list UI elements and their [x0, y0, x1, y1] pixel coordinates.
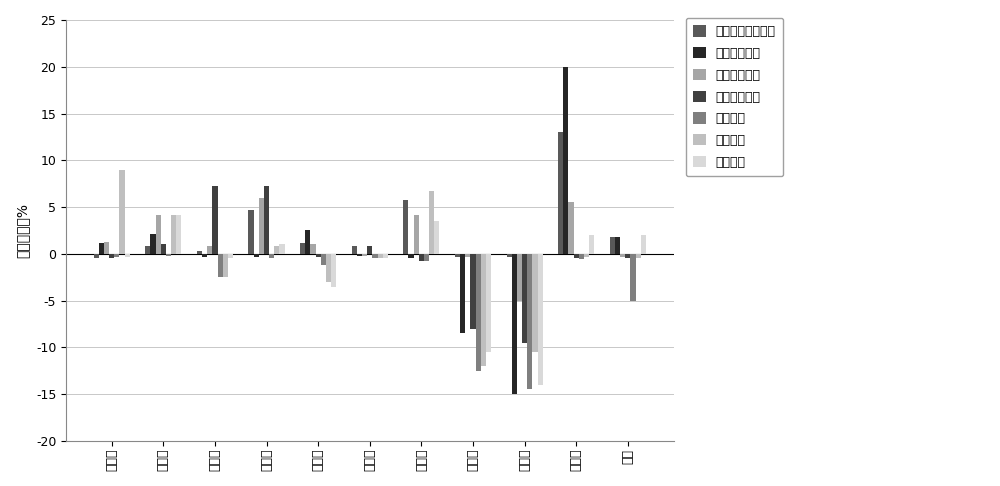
- Bar: [408, 254, 414, 259]
- Bar: [223, 254, 228, 277]
- Bar: [357, 254, 362, 256]
- Legend: 城镇居民生活用水, 城镇公共用水, 生态环境用水, 农村生活用水, 工业用水, 农业用水, 分区合计: 城镇居民生活用水, 城镇公共用水, 生态环境用水, 农村生活用水, 工业用水, …: [686, 18, 783, 176]
- Bar: [455, 254, 460, 257]
- Bar: [269, 254, 274, 259]
- Bar: [470, 254, 476, 329]
- Bar: [259, 198, 264, 254]
- Bar: [372, 254, 378, 259]
- Bar: [161, 244, 166, 254]
- Bar: [636, 254, 641, 259]
- Bar: [532, 254, 538, 352]
- Bar: [150, 234, 156, 254]
- Bar: [378, 254, 383, 259]
- Bar: [310, 243, 316, 254]
- Bar: [522, 254, 527, 343]
- Bar: [125, 254, 130, 257]
- Bar: [331, 254, 336, 287]
- Bar: [419, 254, 424, 261]
- Bar: [481, 254, 486, 366]
- Bar: [641, 235, 646, 254]
- Bar: [558, 132, 563, 254]
- Bar: [264, 187, 269, 254]
- Bar: [212, 187, 218, 254]
- Bar: [414, 215, 419, 254]
- Bar: [99, 243, 104, 254]
- Bar: [507, 254, 512, 257]
- Bar: [109, 254, 114, 258]
- Bar: [254, 254, 259, 257]
- Bar: [460, 254, 465, 333]
- Bar: [424, 254, 429, 261]
- Bar: [630, 254, 636, 300]
- Bar: [176, 214, 181, 254]
- Bar: [274, 246, 279, 254]
- Bar: [476, 254, 481, 371]
- Bar: [362, 254, 367, 256]
- Bar: [527, 254, 532, 389]
- Bar: [486, 254, 491, 352]
- Bar: [94, 254, 99, 259]
- Bar: [579, 254, 584, 260]
- Y-axis label: 误差百分率%: 误差百分率%: [15, 203, 29, 258]
- Bar: [305, 230, 310, 254]
- Bar: [171, 214, 176, 254]
- Bar: [403, 200, 408, 254]
- Bar: [584, 254, 589, 257]
- Bar: [625, 254, 630, 259]
- Bar: [197, 251, 202, 254]
- Bar: [517, 254, 522, 300]
- Bar: [156, 214, 161, 254]
- Bar: [326, 254, 331, 282]
- Bar: [316, 254, 321, 257]
- Bar: [434, 221, 439, 254]
- Bar: [202, 254, 207, 257]
- Bar: [279, 244, 285, 254]
- Bar: [114, 254, 119, 257]
- Bar: [465, 254, 470, 257]
- Bar: [610, 237, 615, 254]
- Bar: [321, 254, 326, 265]
- Bar: [620, 254, 625, 257]
- Bar: [218, 254, 223, 277]
- Bar: [104, 242, 109, 254]
- Bar: [574, 254, 579, 258]
- Bar: [248, 210, 254, 254]
- Bar: [538, 254, 543, 385]
- Bar: [228, 254, 233, 259]
- Bar: [367, 246, 372, 254]
- Bar: [589, 235, 594, 254]
- Bar: [383, 254, 388, 259]
- Bar: [568, 202, 574, 254]
- Bar: [119, 170, 125, 254]
- Bar: [207, 246, 212, 254]
- Bar: [352, 246, 357, 254]
- Bar: [145, 246, 150, 254]
- Bar: [563, 67, 568, 254]
- Bar: [166, 254, 171, 256]
- Bar: [615, 237, 620, 254]
- Bar: [512, 254, 517, 394]
- Bar: [300, 243, 305, 254]
- Bar: [429, 191, 434, 254]
